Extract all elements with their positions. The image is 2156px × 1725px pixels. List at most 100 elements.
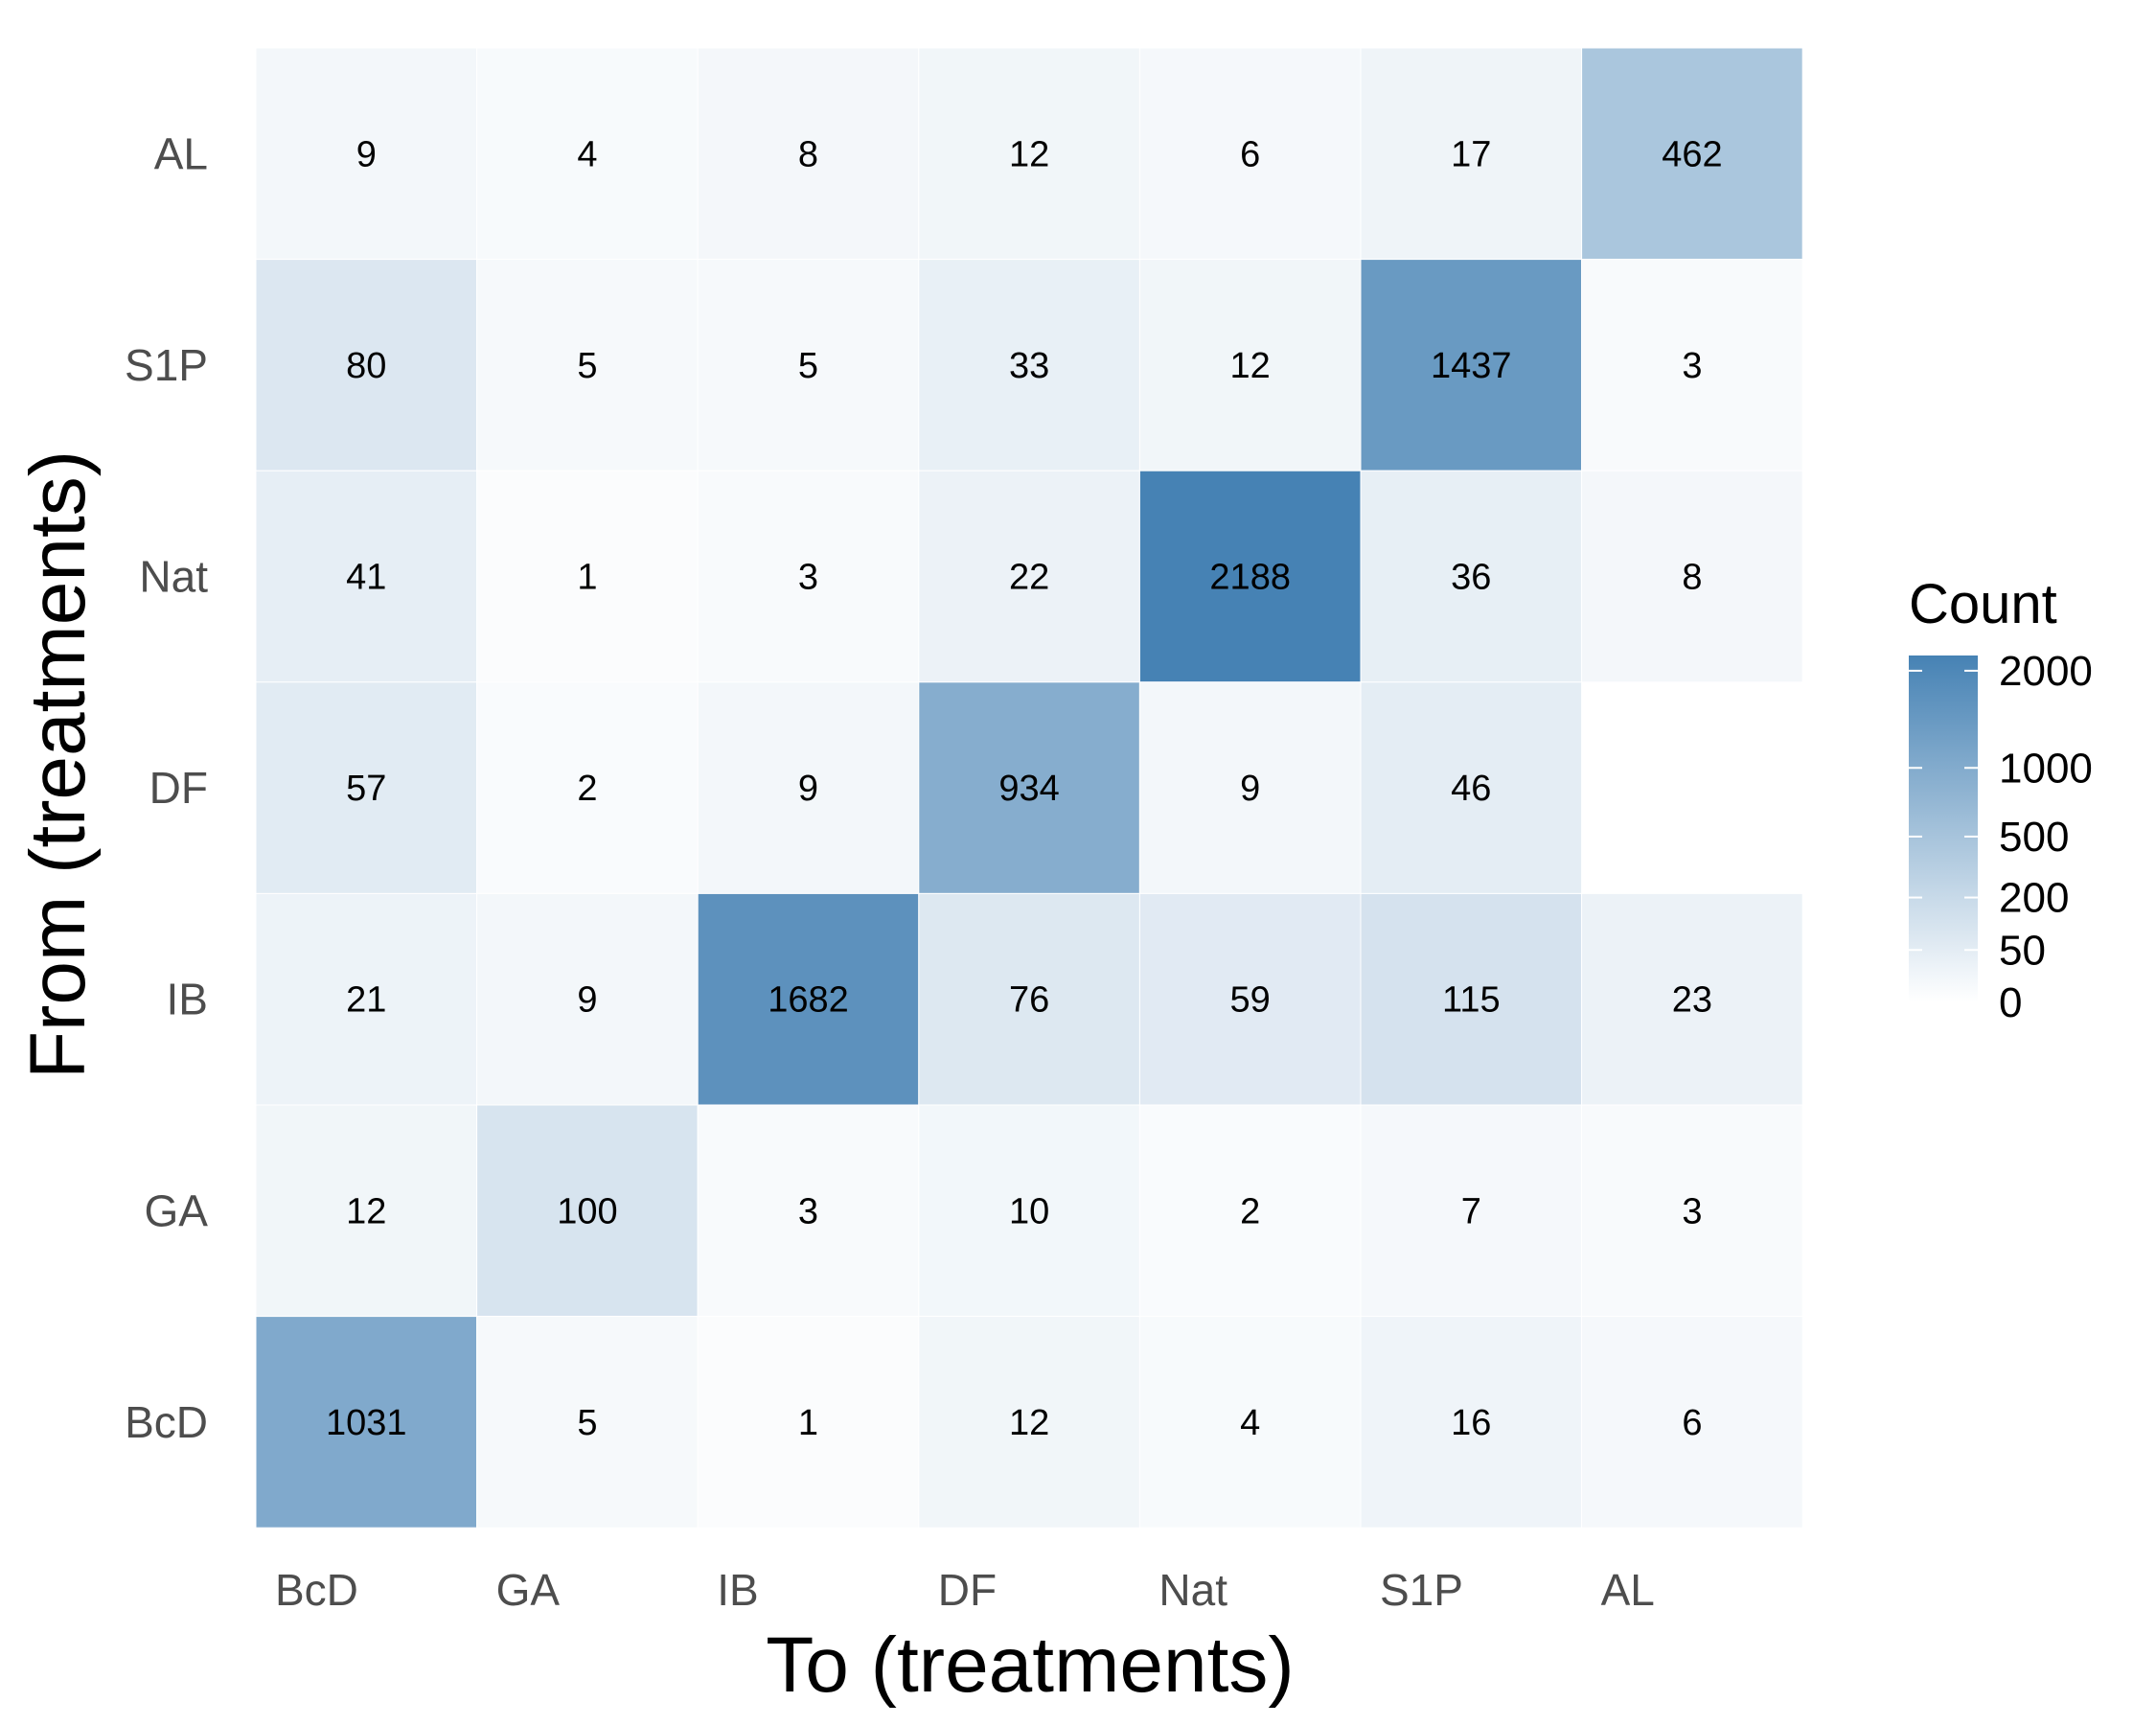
cell-value-label: 9 [577,980,597,1021]
heatmap-cell-BcD-BcD [255,1316,478,1529]
heatmap-cell-Nat-BcD [255,470,478,683]
y-axis-title: From (treatments) [14,450,102,1079]
heatmap-cell-BcD-AL [1581,1316,1803,1529]
heatmap-cell-BcD-IB [697,1316,920,1529]
y-tick-label: Nat [139,552,208,602]
y-axis-tick-labels: AL S1P Nat DF IB GA BcD [125,128,208,1447]
cell-value-label: 5 [577,1403,597,1443]
heatmap-cells [255,47,1803,1529]
legend-title: Count [1909,573,2057,635]
x-tick-label: IB [717,1565,758,1615]
cell-value-label: 3 [798,1191,818,1231]
heatmap-cell-AL-BcD [255,47,478,261]
heatmap-cell-IB-GA [476,892,699,1106]
legend-tick-label: 50 [1999,927,2046,974]
heatmap-cell-AL-AL [1581,47,1803,261]
y-tick-label: BcD [125,1397,208,1447]
heatmap-cell-S1P-AL [1581,259,1803,472]
cell-value-label: 462 [1662,134,1722,174]
cell-value-label: 8 [1682,558,1702,598]
cell-value-label: 12 [1009,134,1049,174]
cell-value-label: 21 [346,980,386,1021]
cell-value-label: 57 [346,769,386,809]
cell-value-label: 2188 [1209,558,1291,598]
heatmap-cell-S1P-Nat [1138,259,1362,472]
heatmap-cell-GA-Nat [1138,1104,1362,1318]
heatmap-cell-BcD-GA [476,1316,699,1529]
heatmap-cell-Nat-Nat [1138,470,1362,683]
y-tick-label: IB [167,975,208,1024]
heatmap-cell-AL-GA [476,47,699,261]
cell-value-label: 12 [1230,346,1271,386]
heatmap-cell-IB-DF [918,892,1140,1106]
heatmap-cell-S1P-BcD [255,259,478,472]
x-axis-tick-labels: BcD GA IB DF Nat S1P AL [275,1565,1655,1615]
x-tick-label: BcD [275,1565,358,1615]
y-tick-label: S1P [125,340,208,390]
cell-value-label: 80 [346,346,386,386]
cell-value-label: 1682 [768,980,849,1021]
heatmap-cell-DF-DF [918,681,1140,894]
cell-value-label: 76 [1009,980,1049,1021]
x-axis-title: To (treatments) [766,1622,1294,1709]
cell-value-label: 5 [798,346,818,386]
cell-value-label: 5 [577,346,597,386]
heatmap-cell-GA-DF [918,1104,1140,1318]
x-tick-label: S1P [1380,1565,1463,1615]
cell-value-label: 9 [798,769,818,809]
cell-value-label: 2 [577,769,597,809]
heatmap-cell-S1P-IB [697,259,920,472]
legend-tick-label: 200 [1999,875,2069,922]
cell-value-label: 6 [1682,1403,1702,1443]
cell-value-label: 36 [1451,558,1491,598]
heatmap-cell-DF-S1P [1360,681,1583,894]
cell-value-label: 16 [1451,1403,1491,1443]
cell-value-label: 115 [1442,980,1501,1021]
x-tick-label: GA [496,1565,561,1615]
heatmap-cell-IB-AL [1581,892,1803,1106]
heatmap-cell-AL-S1P [1360,47,1583,261]
x-tick-label: Nat [1158,1565,1227,1615]
cell-value-label: 1 [798,1403,818,1443]
cell-value-label: 22 [1009,558,1049,598]
x-tick-label: DF [938,1565,997,1615]
heatmap-cell-GA-S1P [1360,1104,1583,1318]
heatmap-cell-Nat-AL [1581,470,1803,683]
y-tick-label: DF [149,763,208,813]
cell-value-label: 8 [798,134,818,174]
y-tick-label: GA [145,1185,209,1235]
heatmap-cell-IB-BcD [255,892,478,1106]
cell-value-label: 59 [1230,980,1271,1021]
cell-value-label: 3 [798,558,818,598]
cell-value-label: 9 [1240,769,1260,809]
cell-value-label: 17 [1451,134,1491,174]
heatmap-cell-S1P-S1P [1360,259,1583,472]
cell-value-label: 12 [346,1191,386,1231]
heatmap-cell-AL-Nat [1138,47,1362,261]
cell-value-label: 1031 [326,1403,407,1443]
cell-value-label: 12 [1009,1403,1049,1443]
heatmap-cell-DF-BcD [255,681,478,894]
cell-value-label: 4 [577,134,597,174]
heatmap-cell-BcD-DF [918,1316,1140,1529]
heatmap-cell-Nat-DF [918,470,1140,683]
cell-value-label: 33 [1009,346,1049,386]
heatmap-cell-Nat-S1P [1360,470,1583,683]
heatmap-cell-Nat-GA [476,470,699,683]
legend-tick-label: 500 [1999,814,2069,861]
cell-value-label: 3 [1682,346,1702,386]
heatmap-cell-AL-IB [697,47,920,261]
y-tick-label: AL [154,128,208,178]
cell-value-label: 3 [1682,1191,1702,1231]
legend-tick-label: 1000 [1999,745,2093,792]
cell-value-label: 6 [1240,134,1260,174]
legend: Count 0 50 200 500 1000 2000 [1909,573,2093,1026]
cell-value-label: 934 [998,769,1059,809]
heatmap-cell-DF-GA [476,681,699,894]
cell-value-label: 1437 [1431,346,1512,386]
cell-value-label: 7 [1461,1191,1481,1231]
cell-value-label: 23 [1672,980,1712,1021]
heatmap-cell-DF-Nat [1138,681,1362,894]
